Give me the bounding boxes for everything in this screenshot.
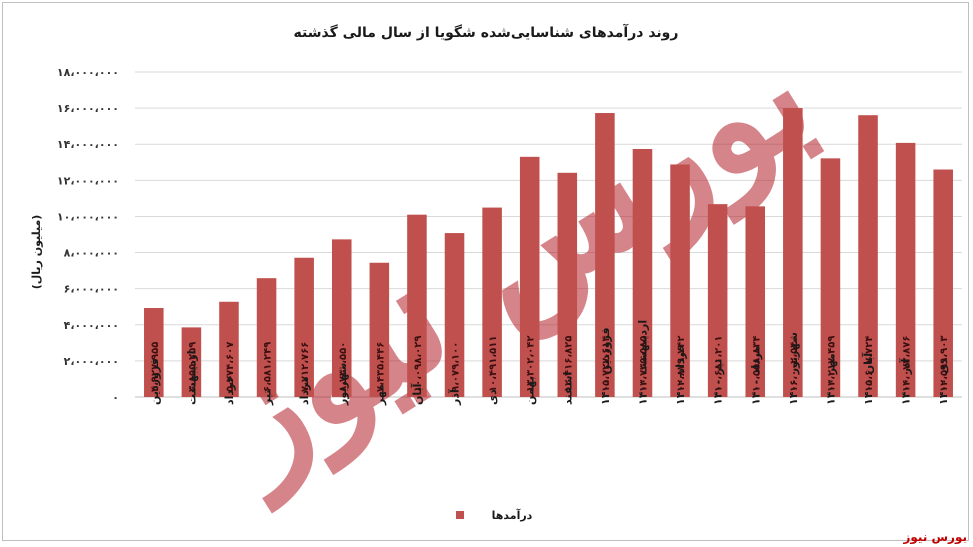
x-tick-label: آذر [448,389,462,406]
bar [444,233,465,397]
bar [482,207,502,397]
x-tick-label: اسفند [561,372,574,405]
data-label: ۱۲،۸۷۹،۷۴۲ [676,336,687,392]
data-label: ۷،۷۱۲،۷۶۶ [300,342,311,392]
watermark: بورس نیوز [177,5,843,513]
data-label: ۱۳،۲۱۷،۴۵۹ [826,336,837,392]
y-tick-label: ۰ [112,391,119,404]
y-tick-label: ۱۲،۰۰۰،۰۰۰ [57,174,119,187]
bar [557,172,578,397]
y-tick-label: ۱۸،۰۰۰،۰۰۰ [57,66,119,79]
chart-title: روند درآمدهای شناسایی‌شده شگویا از سال م… [294,23,679,41]
bar [331,239,352,397]
bar [181,327,202,397]
watermark-text: بورس نیوز [177,5,843,513]
data-label: ۱۴،۰۷۲،۸۷۶ [902,336,913,392]
bar [895,142,916,397]
x-tick-label: شهریور ۱۴۰۰ [787,332,800,405]
bar [858,115,878,397]
bar [294,257,314,397]
x-tick-label: خرداد [223,375,236,405]
data-label: ۱۳،۳۰۲،۰۴۲ [526,336,537,392]
bar [595,113,615,398]
x-tick-label: بهمن [524,376,537,405]
x-tick-label: آذر ۱۴۰۰ [899,358,913,405]
bar [519,156,540,397]
y-tick-label: ۸،۰۰۰،۰۰۰ [64,247,119,260]
x-tick-label: مرداد [298,376,311,405]
data-label: ۸،۷۳۰،۵۵۰ [338,342,349,392]
y-tick-label: ۱۴،۰۰۰،۰۰۰ [57,138,119,151]
data-label: ۳،۸۵۵،۲۵۹ [187,342,198,392]
bar [407,214,427,397]
y-axis-ticks: ۰ ۲،۰۰۰،۰۰۰ ۴،۰۰۰،۰۰۰ ۶،۰۰۰،۰۰۰ ۸،۰۰۰،۰۰۰ ۱۰،… [57,66,119,404]
bar [745,206,766,397]
x-tick-label: دی ۱۴۰۰ [937,358,950,405]
data-label: ۴،۹۲۷،۹۵۵ [150,342,161,392]
bar [933,169,953,397]
x-tick-label: تیر ۱۴۰۰ [712,359,725,405]
bar [219,301,239,397]
data-label: ۱۳،۷۳۵،۵۸۵ [638,336,649,392]
bar [369,262,390,397]
x-tick-label: آبان ۱۴۰۰ [861,353,875,405]
data-label: ۱۰،۵۵۸،۸۳۴ [751,336,762,392]
x-tick-label: مهر [373,384,386,406]
x-tick-label: خرداد-۱۴۰۰ [674,344,687,405]
x-tick-label: تیر [261,390,274,406]
x-tick-label: شهریور [336,363,349,406]
x-tick-label: اردیبهشت ۱۴۰۰ [636,320,649,405]
data-label: ۱۲،۴۱۶،۸۲۵ [563,336,574,392]
y-tick-label: ۶،۰۰۰،۰۰۰ [64,283,119,296]
x-tick-label: فروردین ۱۴۰۰ [599,327,612,405]
data-label: ۱۰،۶۸۱،۲۰۱ [714,336,725,392]
legend-swatch [456,511,464,519]
x-tick-label: مرداد ۱۴۰۰ [749,346,762,405]
legend-label: درآمدها [492,508,533,522]
data-label: ۱۵،۶۰۷،۷۲۴ [864,336,875,392]
y-tick-label: ۱۶،۰۰۰،۰۰۰ [57,102,119,115]
x-tick-label: فروردین [148,358,161,405]
y-tick-label: ۴،۰۰۰،۰۰۰ [64,319,119,332]
data-label: ۵،۲۷۴،۶۰۷ [225,342,236,392]
brand-logo-text: بورس نیوز [903,530,967,544]
data-label: ۷،۴۳۵،۴۴۶ [375,342,386,392]
bars [144,108,953,398]
data-label: ۱۵،۷۲۷،۶۱۴ [601,336,612,392]
x-axis-ticks: فروردین اردیبهشت خرداد تیر مرداد شهریور مهر آبا… [148,320,950,406]
data-label: ۶،۵۸۱،۲۴۹ [263,342,274,392]
bar [632,148,653,397]
bar [256,278,277,397]
y-axis-label: (میلیون ریال) [30,215,43,290]
x-tick-label: مهر ۱۴۰۰ [824,353,837,405]
bar [670,164,690,397]
bar [144,308,164,397]
data-label: ۱۰،۰۹۸،۰۲۹ [413,336,424,392]
y-tick-label: ۲،۰۰۰،۰۰۰ [64,355,119,368]
data-label: ۱۰،۴۹۱،۵۱۱ [488,336,499,392]
bar [783,108,803,397]
bar [707,204,728,397]
x-tick-label: آبان [410,383,424,405]
data-label: ۱۶،۰۰۲،۵۴۰ [789,336,800,392]
x-tick-label: دی [486,389,499,405]
data-label: ۱۲،۵۹۹،۹۰۳ [939,336,950,392]
y-tick-label: ۱۰،۰۰۰،۰۰۰ [57,210,119,223]
bar [820,158,841,397]
data-label: ۹،۰۷۹،۱۰۰ [451,342,462,392]
data-labels: ۴،۹۲۷،۹۵۵ ۳،۸۵۵،۲۵۹ ۵،۲۷۴،۶۰۷ ۶،۵۸۱،۲۴۹ ۷،۷۱… [150,336,950,392]
x-tick-label: اردیبهشت [185,351,198,405]
legend: درآمدها [456,508,533,522]
